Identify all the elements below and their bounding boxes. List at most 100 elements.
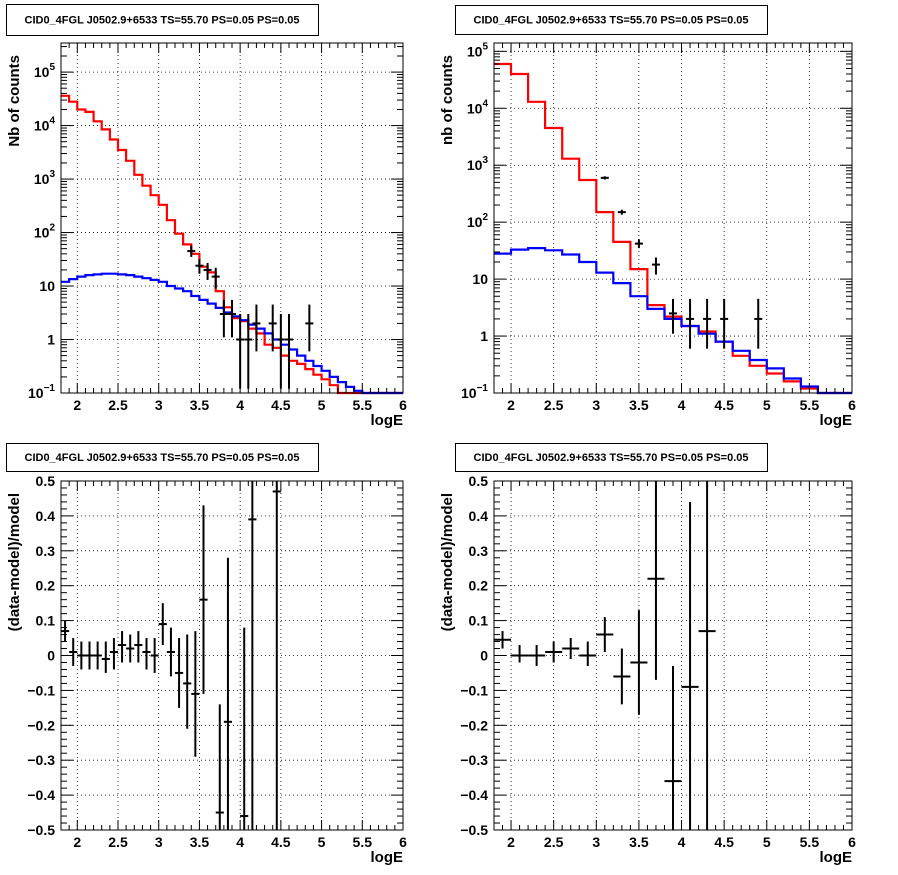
data-point: [244, 313, 253, 389]
y-tick-label: 10−1: [461, 383, 488, 401]
residuals-panel-right: CID0_4FGL J0502.9+6533 TS=55.70 PS=0.05 …: [439, 443, 856, 866]
x-tick-label: 4: [236, 834, 244, 850]
x-axis-label: logE: [820, 412, 853, 429]
residual-point: [61, 620, 70, 642]
residual-point: [85, 641, 94, 670]
residual-point: [101, 641, 110, 673]
y-tick-label: 0: [480, 648, 488, 664]
y-tick-label: −0.2: [460, 717, 488, 733]
residual-point: [191, 631, 200, 757]
x-tick-label: 2: [73, 834, 81, 850]
y-axis-ticks: [494, 480, 852, 831]
title-box: [455, 443, 768, 472]
residual-point: [199, 505, 208, 694]
x-tick-label: 3.5: [190, 397, 210, 413]
residual-point: [126, 634, 135, 663]
title-box: [6, 443, 319, 472]
y-tick-label: −0.5: [460, 822, 488, 838]
x-axis-ticks: [493, 481, 853, 830]
y-tick-label: 0.4: [469, 508, 489, 524]
y-tick-label: 102: [467, 212, 489, 230]
x-tick-label: 2.5: [108, 397, 128, 413]
x-tick-label: 3.5: [190, 834, 210, 850]
data-point: [305, 304, 314, 352]
residual-point: [545, 641, 563, 663]
residual-point: [109, 638, 118, 670]
y-tick-label: 0.1: [36, 613, 56, 629]
y-axis-ticks: [61, 46, 403, 394]
data-point: [236, 313, 245, 389]
x-tick-label: 3: [155, 397, 163, 413]
x-tick-label: 5: [763, 834, 771, 850]
x-tick-label: 4.5: [271, 834, 291, 850]
x-tick-label: 6: [848, 834, 856, 850]
x-tick-label: 4: [236, 397, 244, 413]
y-tick-label: −0.1: [460, 682, 488, 698]
y-tick-label: −0.1: [27, 682, 55, 698]
data-point: [187, 245, 196, 257]
residual-point: [77, 641, 86, 670]
residual-point: [562, 638, 580, 659]
y-tick-label: 10: [472, 271, 488, 287]
x-tick-label: 5.5: [353, 397, 373, 413]
y-tick-label: −0.4: [27, 787, 55, 803]
data-point: [195, 259, 204, 274]
residual-point: [272, 481, 281, 830]
y-tick-label: 102: [34, 223, 56, 241]
x-axis-ticks: [60, 481, 404, 830]
y-tick-label: 0: [47, 648, 55, 664]
x-tick-label: 5: [318, 834, 326, 850]
y-tick-label: 0.5: [36, 473, 56, 489]
x-tick-label: 6: [399, 834, 407, 850]
residual-point: [150, 638, 159, 673]
y-tick-label: 0.3: [469, 543, 489, 559]
data-point: [754, 298, 763, 349]
chart-title: CID0_4FGL J0502.9+6533 TS=55.70 PS=0.05 …: [474, 15, 749, 27]
x-tick-label: 5.5: [800, 397, 820, 413]
x-tick-label: 2.5: [108, 834, 128, 850]
y-axis-label: (data-model)/model: [6, 493, 23, 631]
grid: [61, 43, 404, 394]
residual-point: [579, 641, 597, 666]
data-point: [600, 176, 609, 180]
x-tick-label: 5: [318, 397, 326, 413]
data-point: [252, 304, 261, 352]
residual-point: [698, 481, 716, 830]
x-tick-label: 3: [155, 834, 163, 850]
y-tick-label: 103: [34, 169, 56, 187]
x-tick-label: 3.5: [629, 397, 649, 413]
residual-point: [664, 665, 682, 830]
y-tick-label: 104: [467, 98, 489, 116]
y-tick-label: 10: [39, 278, 55, 294]
data-point: [720, 298, 729, 349]
residual-point: [248, 481, 257, 830]
data-point: [276, 313, 285, 389]
series-line-source-model: [494, 247, 852, 395]
y-tick-label: 103: [467, 155, 489, 173]
x-tick-label: 5: [763, 397, 771, 413]
series-line-total-model: [494, 62, 852, 395]
x-tick-label: 3: [592, 397, 600, 413]
y-tick-label: 0.4: [36, 508, 56, 524]
x-tick-label: 6: [848, 397, 856, 413]
y-axis-label: nb of counts: [439, 55, 456, 145]
x-tick-label: 3: [592, 834, 600, 850]
x-tick-label: 5.5: [800, 834, 820, 850]
x-tick-label: 2.5: [544, 397, 564, 413]
data-point: [686, 298, 695, 349]
y-tick-label: −0.3: [27, 752, 55, 768]
residual-point: [215, 704, 224, 830]
data-point: [651, 257, 660, 275]
x-tick-label: 3.5: [629, 834, 649, 850]
y-tick-label: 0.2: [469, 578, 489, 594]
x-tick-label: 2: [73, 397, 81, 413]
residual-point: [681, 501, 699, 830]
chart-title: CID0_4FGL J0502.9+6533 TS=55.70 PS=0.05 …: [25, 452, 300, 464]
x-tick-label: 4: [678, 397, 686, 413]
counts-panel-left: CID0_4FGL J0502.9+6533 TS=55.70 PS=0.05 …: [6, 4, 407, 429]
series-line-total-model: [61, 94, 403, 395]
data-point: [219, 299, 228, 338]
data-point: [634, 239, 643, 249]
x-tick-label: 2: [507, 397, 515, 413]
